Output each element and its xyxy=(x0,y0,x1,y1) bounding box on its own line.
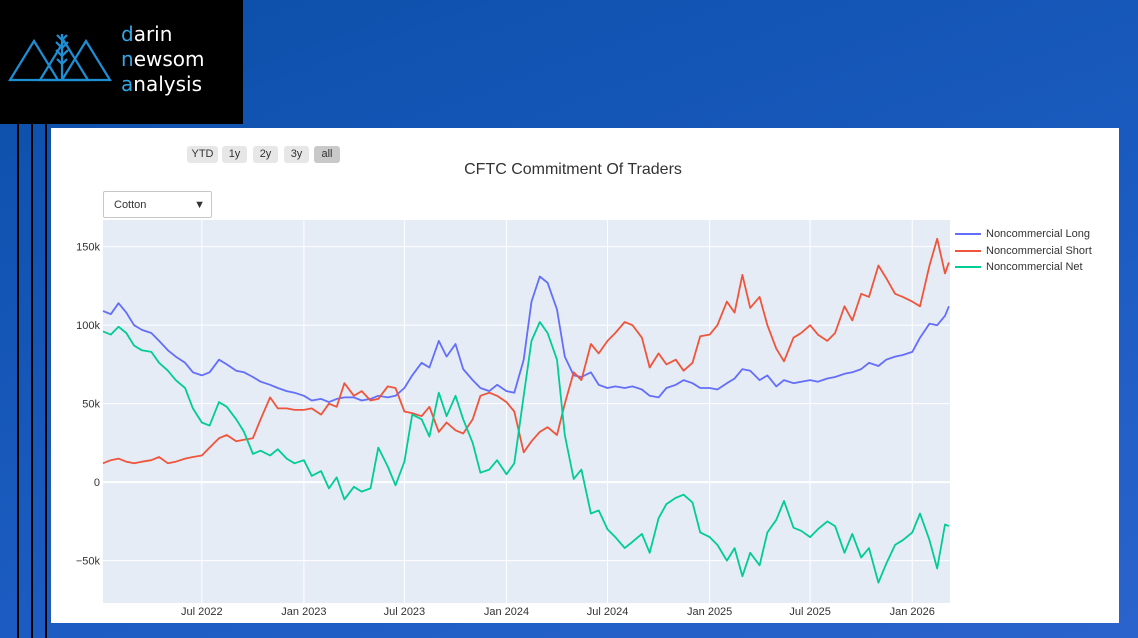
range-button-2y[interactable]: 2y xyxy=(253,146,278,163)
logo-wordmark: darin newsom analysis xyxy=(121,22,205,97)
decorative-divider xyxy=(17,124,19,638)
decorative-divider xyxy=(45,124,47,638)
legend-label-long: Noncommercial Long xyxy=(986,228,1090,240)
commodity-dropdown[interactable]: Cotton ▼ xyxy=(103,191,212,218)
logo: darin newsom analysis xyxy=(0,0,243,124)
range-button-ytd[interactable]: YTD xyxy=(187,146,218,163)
legend-label-net: Noncommercial Net xyxy=(986,261,1083,273)
range-button-all[interactable]: all xyxy=(314,146,340,163)
logo-line-1: darin xyxy=(121,22,173,46)
legend-item-net[interactable]: Noncommercial Net xyxy=(955,259,1092,276)
legend-label-short: Noncommercial Short xyxy=(986,244,1092,257)
commodity-dropdown-value: Cotton xyxy=(114,199,147,211)
range-button-3y[interactable]: 3y xyxy=(284,146,309,163)
logo-line-3: analysis xyxy=(121,72,202,96)
range-button-1y[interactable]: 1y xyxy=(222,146,247,163)
legend-item-long[interactable]: Noncommercial Long xyxy=(955,226,1092,243)
legend-swatch-net xyxy=(955,266,981,268)
logo-line-2: newsom xyxy=(121,47,205,71)
chart-title: CFTC Commitment Of Traders xyxy=(464,161,682,178)
legend-item-short[interactable]: Noncommercial Short xyxy=(955,243,1092,260)
legend-swatch-long xyxy=(955,233,981,235)
chevron-down-icon: ▼ xyxy=(194,199,205,211)
chart-legend: Noncommercial Long Noncommercial Short N… xyxy=(955,226,1092,276)
decorative-divider xyxy=(31,124,33,638)
legend-swatch-short xyxy=(955,249,981,252)
wheat-mountains-logo-icon xyxy=(8,34,112,82)
